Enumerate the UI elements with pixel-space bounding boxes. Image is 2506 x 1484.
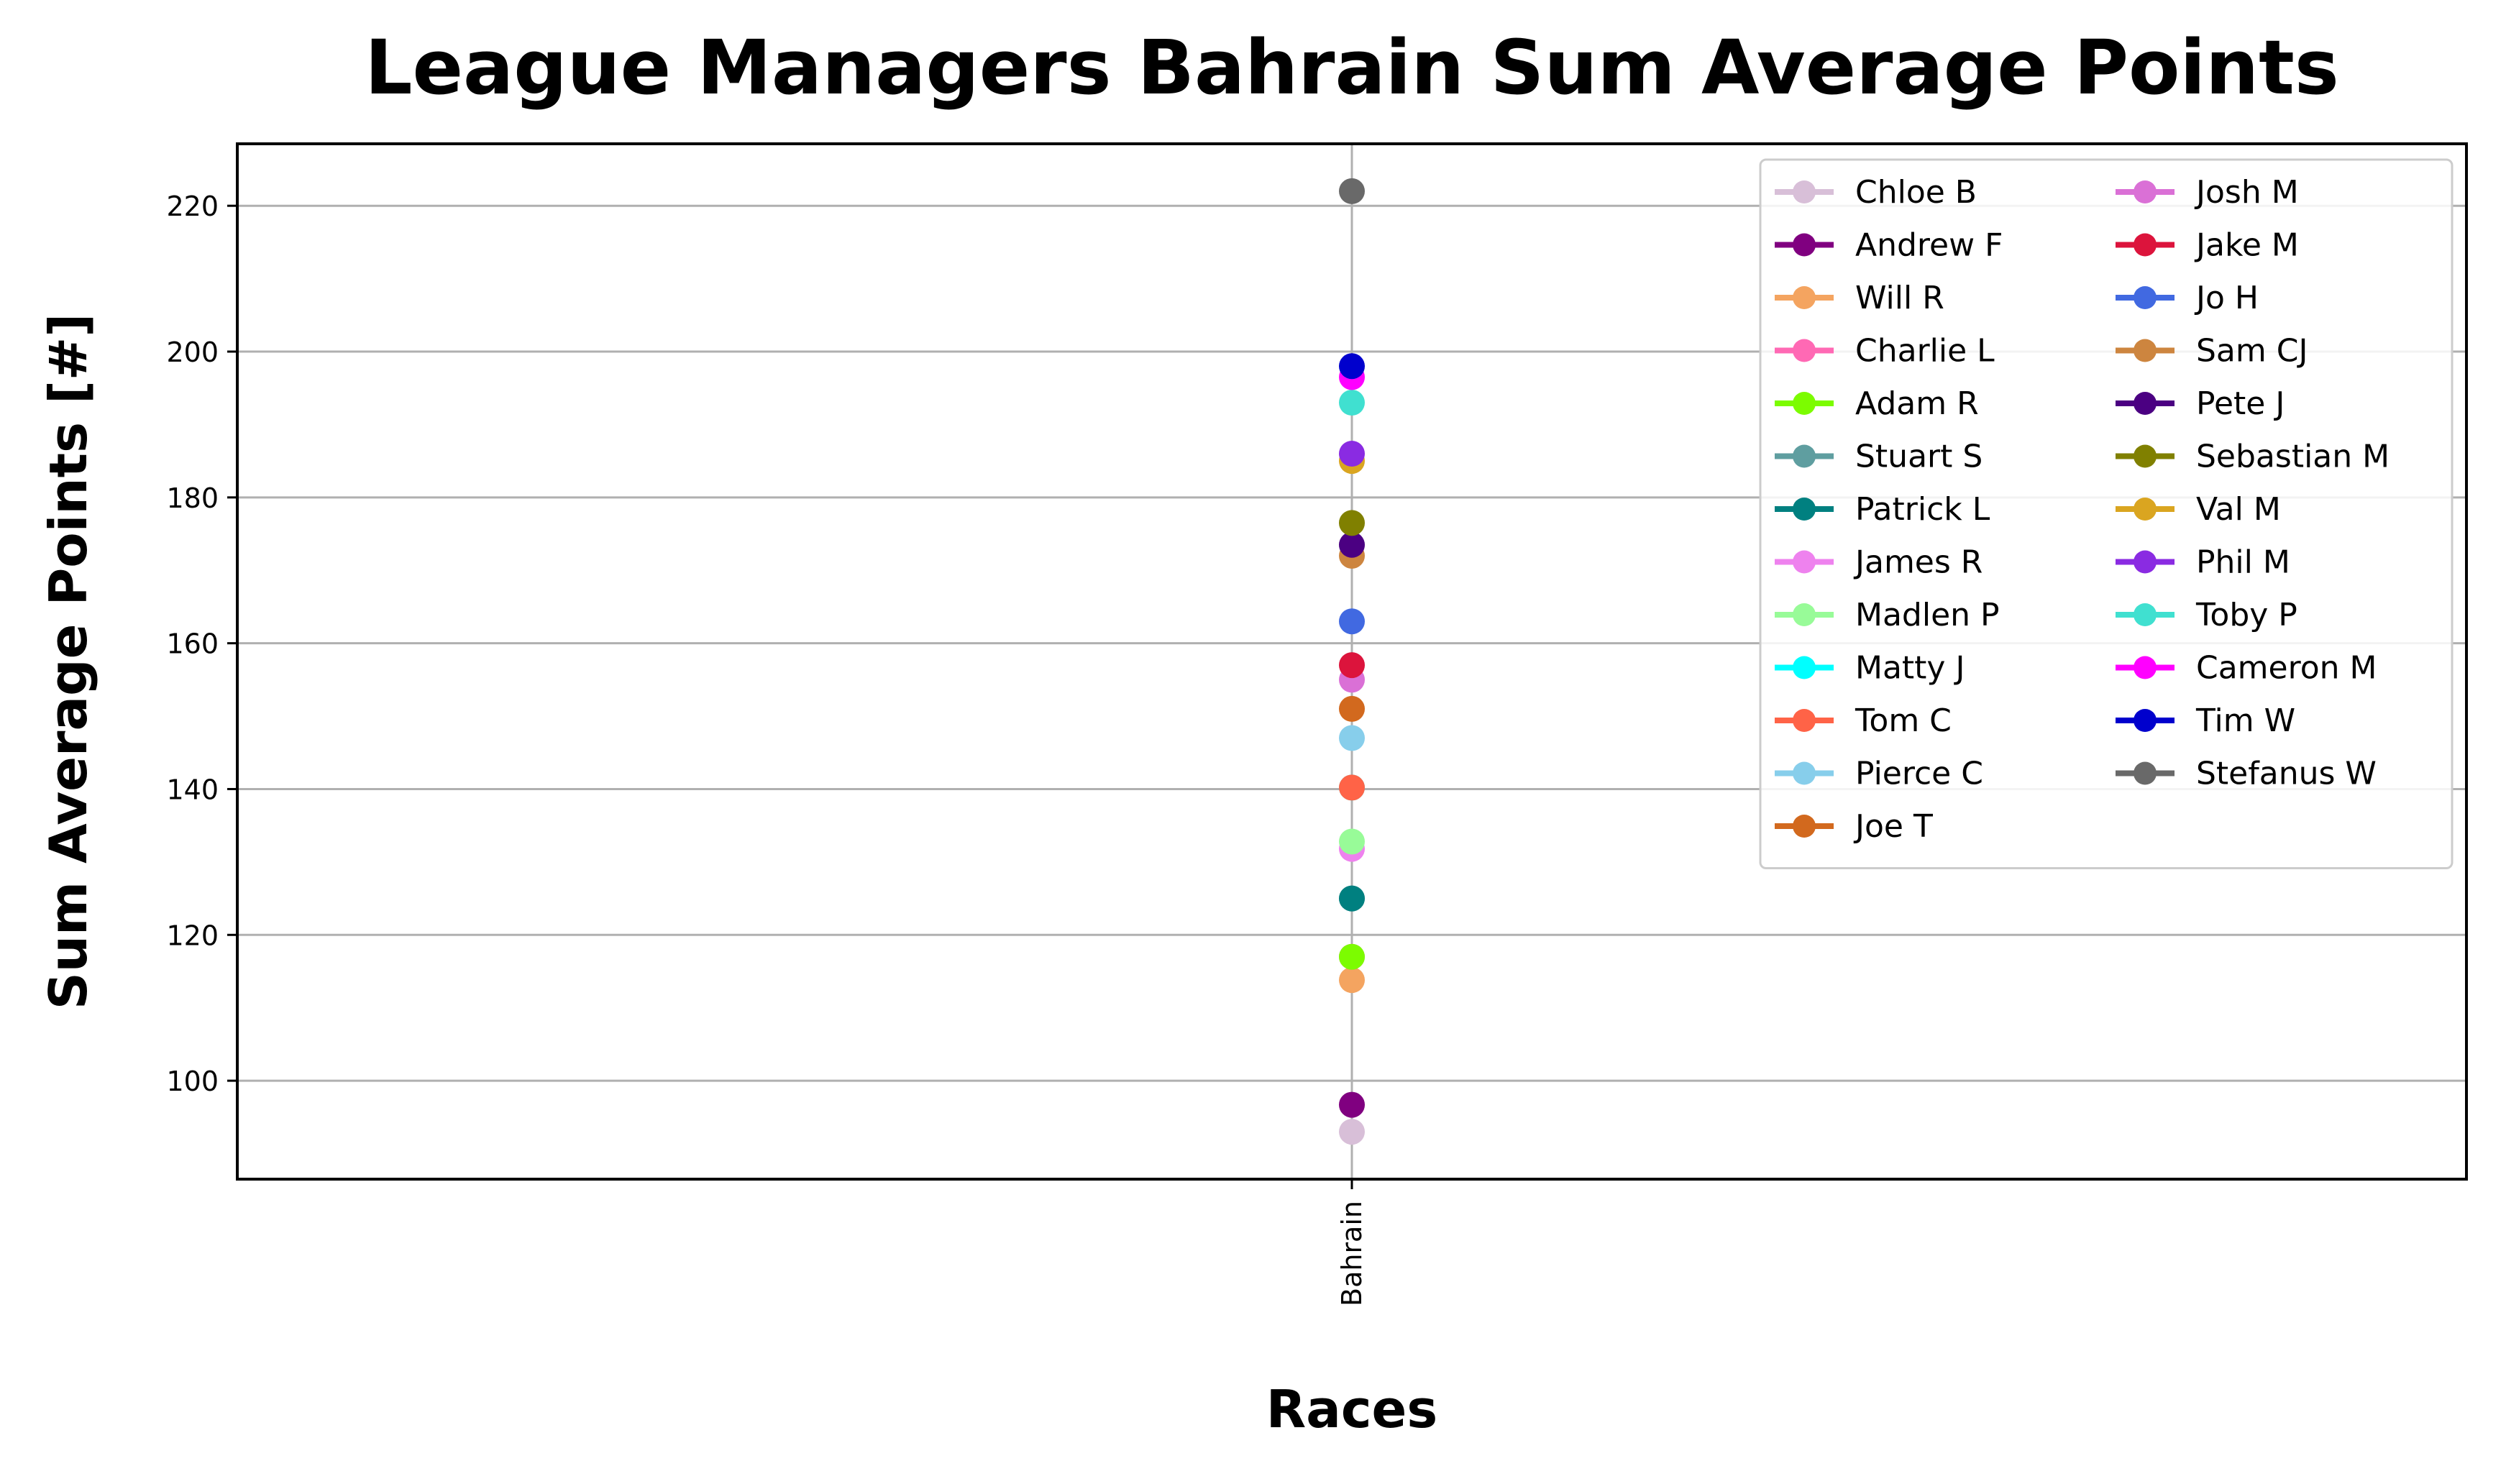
legend-marker xyxy=(2134,603,2157,626)
y-tick-label: 160 xyxy=(166,628,219,660)
legend: Chloe B Andrew F Will R Charlie L Adam R Stua… xyxy=(1759,158,2454,869)
data-point xyxy=(1339,531,1365,558)
legend-marker xyxy=(2134,709,2157,732)
legend-label: Madlen P xyxy=(1855,597,2000,633)
legend-marker xyxy=(1793,498,1816,521)
legend-box xyxy=(1759,158,2454,869)
legend-marker xyxy=(1793,444,1816,468)
data-point xyxy=(1339,828,1365,855)
legend-label: Tom C xyxy=(1855,702,1952,739)
legend-marker xyxy=(1793,603,1816,626)
legend-marker xyxy=(2134,761,2157,785)
legend-marker xyxy=(1793,233,1816,257)
legend-label: Will R xyxy=(1855,280,1944,316)
legend-label: Chloe B xyxy=(1855,174,1977,211)
data-point xyxy=(1339,1091,1365,1118)
legend-marker xyxy=(1793,815,1816,838)
legend-label: Pete J xyxy=(2196,385,2285,422)
legend-label: Sebastian M xyxy=(2196,439,2390,475)
data-point xyxy=(1339,943,1365,970)
y-tick-label: 220 xyxy=(166,191,219,222)
legend-marker xyxy=(1793,656,1816,679)
y-tick-label: 120 xyxy=(166,920,219,951)
legend-marker xyxy=(1793,392,1816,415)
legend-marker xyxy=(1793,180,1816,203)
legend-label: Patrick L xyxy=(1855,491,1990,528)
legend-marker xyxy=(1793,286,1816,309)
legend-label: Tim W xyxy=(2195,702,2295,739)
y-axis-label: Sum Average Points [#] xyxy=(38,313,99,1009)
data-point xyxy=(1339,885,1365,912)
legend-label: Toby P xyxy=(2195,597,2297,633)
legend-marker xyxy=(2134,233,2157,257)
plot-frame xyxy=(236,142,2468,1181)
x-tick-label: Bahrain xyxy=(1336,1201,1368,1306)
data-points xyxy=(1339,178,1365,1145)
legend-marker xyxy=(2134,180,2157,203)
legend-marker xyxy=(2134,550,2157,574)
y-tick-label: 140 xyxy=(166,774,219,805)
data-point xyxy=(1339,510,1365,536)
legend-marker xyxy=(1793,709,1816,732)
legend-label: Adam R xyxy=(1855,385,1979,422)
data-point xyxy=(1339,725,1365,751)
legend-marker xyxy=(2134,656,2157,679)
legend-marker xyxy=(2134,392,2157,415)
data-point xyxy=(1339,695,1365,722)
legend-label: Matty J xyxy=(1855,650,1965,687)
legend-marker xyxy=(1793,761,1816,785)
legend-label: Stuart S xyxy=(1855,439,1983,475)
legend-label: Sam CJ xyxy=(2196,333,2308,370)
legend-label: Andrew F xyxy=(1855,227,2003,264)
legend-label: Jake M xyxy=(2194,227,2299,264)
axis-ticks: 100 120 140 160 180 200 220 Bahrain xyxy=(166,191,1368,1306)
legend-label: Pierce C xyxy=(1855,756,1983,792)
legend-label: Val M xyxy=(2196,491,2281,528)
legend-label: Jo H xyxy=(2194,280,2259,316)
chart-title: League Managers Bahrain Sum Average Poin… xyxy=(365,24,2339,111)
data-point xyxy=(1339,652,1365,679)
data-point xyxy=(1339,774,1365,801)
legend-label: Stefanus W xyxy=(2196,756,2377,792)
legend-marker xyxy=(2134,286,2157,309)
data-point xyxy=(1339,440,1365,467)
legend-label: Phil M xyxy=(2196,544,2290,581)
data-point xyxy=(1339,1119,1365,1145)
y-tick-label: 200 xyxy=(166,336,219,368)
legend-label: Josh M xyxy=(2194,174,2299,211)
legend-label: James R xyxy=(1853,544,1983,581)
legend-marker xyxy=(2134,444,2157,468)
data-point xyxy=(1339,353,1365,380)
legend-marker xyxy=(1793,339,1816,362)
data-point xyxy=(1339,608,1365,635)
legend-marker xyxy=(2134,498,2157,521)
data-point xyxy=(1339,178,1365,204)
legend-marker xyxy=(2134,339,2157,362)
x-axis-label: Races xyxy=(1266,1379,1437,1439)
legend-marker xyxy=(1793,550,1816,574)
legend-label: Cameron M xyxy=(2196,650,2377,687)
data-point xyxy=(1339,967,1365,994)
legend-label: Charlie L xyxy=(1855,333,1995,370)
legend-label: Joe T xyxy=(1853,808,1933,845)
y-tick-label: 180 xyxy=(166,482,219,514)
y-tick-label: 100 xyxy=(166,1066,219,1097)
data-point xyxy=(1339,390,1365,416)
